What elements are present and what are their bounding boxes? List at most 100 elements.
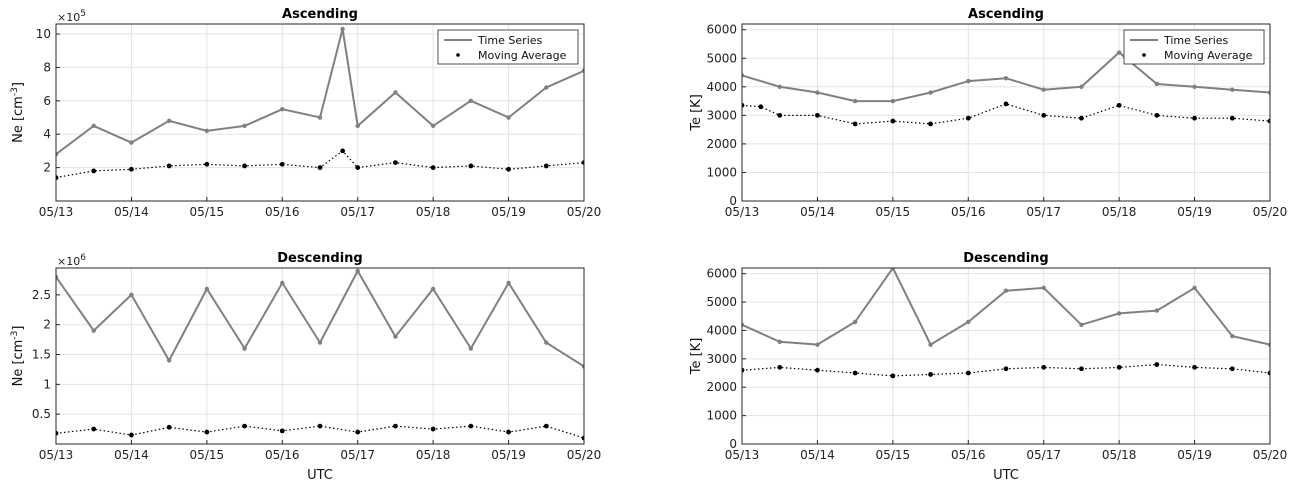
y-tick-label: 5000 bbox=[706, 51, 737, 65]
legend-entry: Time Series bbox=[1163, 34, 1229, 47]
data-point bbox=[91, 123, 96, 129]
data-point bbox=[340, 26, 345, 32]
data-point bbox=[317, 423, 323, 429]
x-tick-label: 05/20 bbox=[567, 205, 602, 219]
x-tick-label: 05/13 bbox=[39, 448, 74, 462]
data-point bbox=[204, 429, 210, 435]
data-point bbox=[1003, 366, 1009, 372]
y-tick-label: 3000 bbox=[706, 352, 737, 366]
x-tick-label: 05/16 bbox=[951, 448, 986, 462]
axes-frame bbox=[741, 23, 1271, 202]
x-tick-label: 05/16 bbox=[265, 448, 300, 462]
data-point bbox=[1116, 311, 1122, 316]
data-point bbox=[506, 280, 511, 286]
data-point bbox=[430, 286, 436, 292]
data-point bbox=[430, 426, 436, 432]
data-point bbox=[204, 286, 210, 292]
data-point bbox=[393, 423, 398, 429]
y-axis-label: Ne [cm-3] bbox=[10, 326, 26, 387]
chart-title: Ascending bbox=[968, 7, 1044, 22]
data-point bbox=[1154, 308, 1160, 313]
x-tick-label: 05/18 bbox=[416, 448, 451, 462]
y-label-superscript: -3 bbox=[10, 331, 20, 340]
data-point bbox=[280, 106, 285, 112]
data-point bbox=[928, 121, 933, 127]
data-point bbox=[1192, 115, 1197, 121]
data-point bbox=[280, 280, 285, 286]
y-tick-label: 3000 bbox=[706, 108, 737, 122]
x-tick-label: 05/17 bbox=[1026, 448, 1061, 462]
data-point bbox=[742, 102, 745, 108]
data-point bbox=[965, 370, 971, 376]
data-point bbox=[1154, 81, 1160, 87]
y-tick-label: 6000 bbox=[706, 267, 737, 281]
data-point bbox=[166, 424, 172, 430]
y-tick-label: 6000 bbox=[706, 23, 737, 37]
y-tick-label: 4000 bbox=[706, 323, 737, 337]
data-point bbox=[468, 98, 474, 104]
data-point bbox=[1267, 342, 1270, 347]
data-point bbox=[890, 268, 896, 271]
x-tick-label: 05/14 bbox=[800, 205, 835, 219]
data-point bbox=[928, 342, 933, 347]
data-point bbox=[204, 161, 210, 167]
data-point bbox=[815, 367, 820, 373]
data-point bbox=[1154, 362, 1160, 367]
data-point bbox=[166, 163, 172, 169]
y-label-text: Ne [cm bbox=[11, 96, 26, 143]
chart-ne-asc: 05/13 05/14 05/15 05/16 05/17 05/18 05/19 05/20… bbox=[10, 7, 601, 219]
y-label-text: Ne [cm bbox=[11, 340, 26, 387]
data-point bbox=[1041, 285, 1046, 291]
data-point bbox=[1116, 50, 1122, 55]
data-point bbox=[393, 160, 398, 165]
y-label-end: ] bbox=[11, 82, 26, 87]
axis-exponent: ×105 bbox=[57, 9, 86, 24]
x-tick-label: 05/15 bbox=[190, 205, 225, 219]
y-label-superscript: -3 bbox=[10, 87, 20, 96]
data-point bbox=[1192, 285, 1197, 291]
data-point bbox=[1267, 370, 1270, 376]
series-group bbox=[742, 50, 1270, 127]
y-tick-label: 0 bbox=[729, 437, 737, 451]
y-tick-label: 4000 bbox=[706, 80, 737, 94]
data-point bbox=[166, 358, 172, 363]
data-point bbox=[1041, 112, 1047, 118]
y-label-end: ] bbox=[11, 326, 26, 331]
data-point bbox=[581, 435, 584, 441]
data-point bbox=[279, 161, 285, 167]
x-tick-label: 05/14 bbox=[114, 205, 149, 219]
data-point bbox=[506, 115, 511, 120]
x-tick-label: 05/13 bbox=[725, 205, 760, 219]
data-point bbox=[815, 90, 820, 95]
x-tick-label: 05/18 bbox=[1102, 448, 1137, 462]
x-tick-label: 05/18 bbox=[1102, 205, 1137, 219]
data-point bbox=[317, 340, 323, 345]
data-point bbox=[56, 175, 59, 181]
y-tick-label: 5000 bbox=[706, 295, 737, 309]
data-point bbox=[1267, 118, 1270, 124]
data-point bbox=[852, 121, 858, 127]
data-point bbox=[355, 165, 361, 171]
data-point bbox=[91, 426, 97, 432]
series-line-0 bbox=[56, 28, 584, 155]
exponent-base: ×10 bbox=[57, 11, 80, 24]
data-point bbox=[506, 429, 511, 435]
data-point bbox=[468, 163, 474, 169]
y-tick-label: 8 bbox=[43, 60, 51, 74]
data-point bbox=[355, 268, 360, 274]
axis-exponent: ×106 bbox=[57, 253, 86, 268]
data-point bbox=[242, 346, 247, 351]
x-tick-label: 05/15 bbox=[190, 448, 225, 462]
y-tick-label: 0 bbox=[729, 194, 737, 208]
data-point bbox=[890, 373, 896, 379]
chart-te-asc: 05/13 05/14 05/15 05/16 05/17 05/18 05/19 05/20… bbox=[689, 7, 1287, 219]
data-point bbox=[468, 346, 474, 351]
data-point bbox=[543, 163, 549, 169]
x-tick-label: 05/14 bbox=[114, 448, 149, 462]
data-point bbox=[777, 112, 783, 118]
data-point bbox=[1230, 333, 1235, 339]
data-point bbox=[91, 328, 96, 333]
data-point bbox=[129, 432, 134, 438]
x-tick-label: 05/19 bbox=[491, 205, 526, 219]
